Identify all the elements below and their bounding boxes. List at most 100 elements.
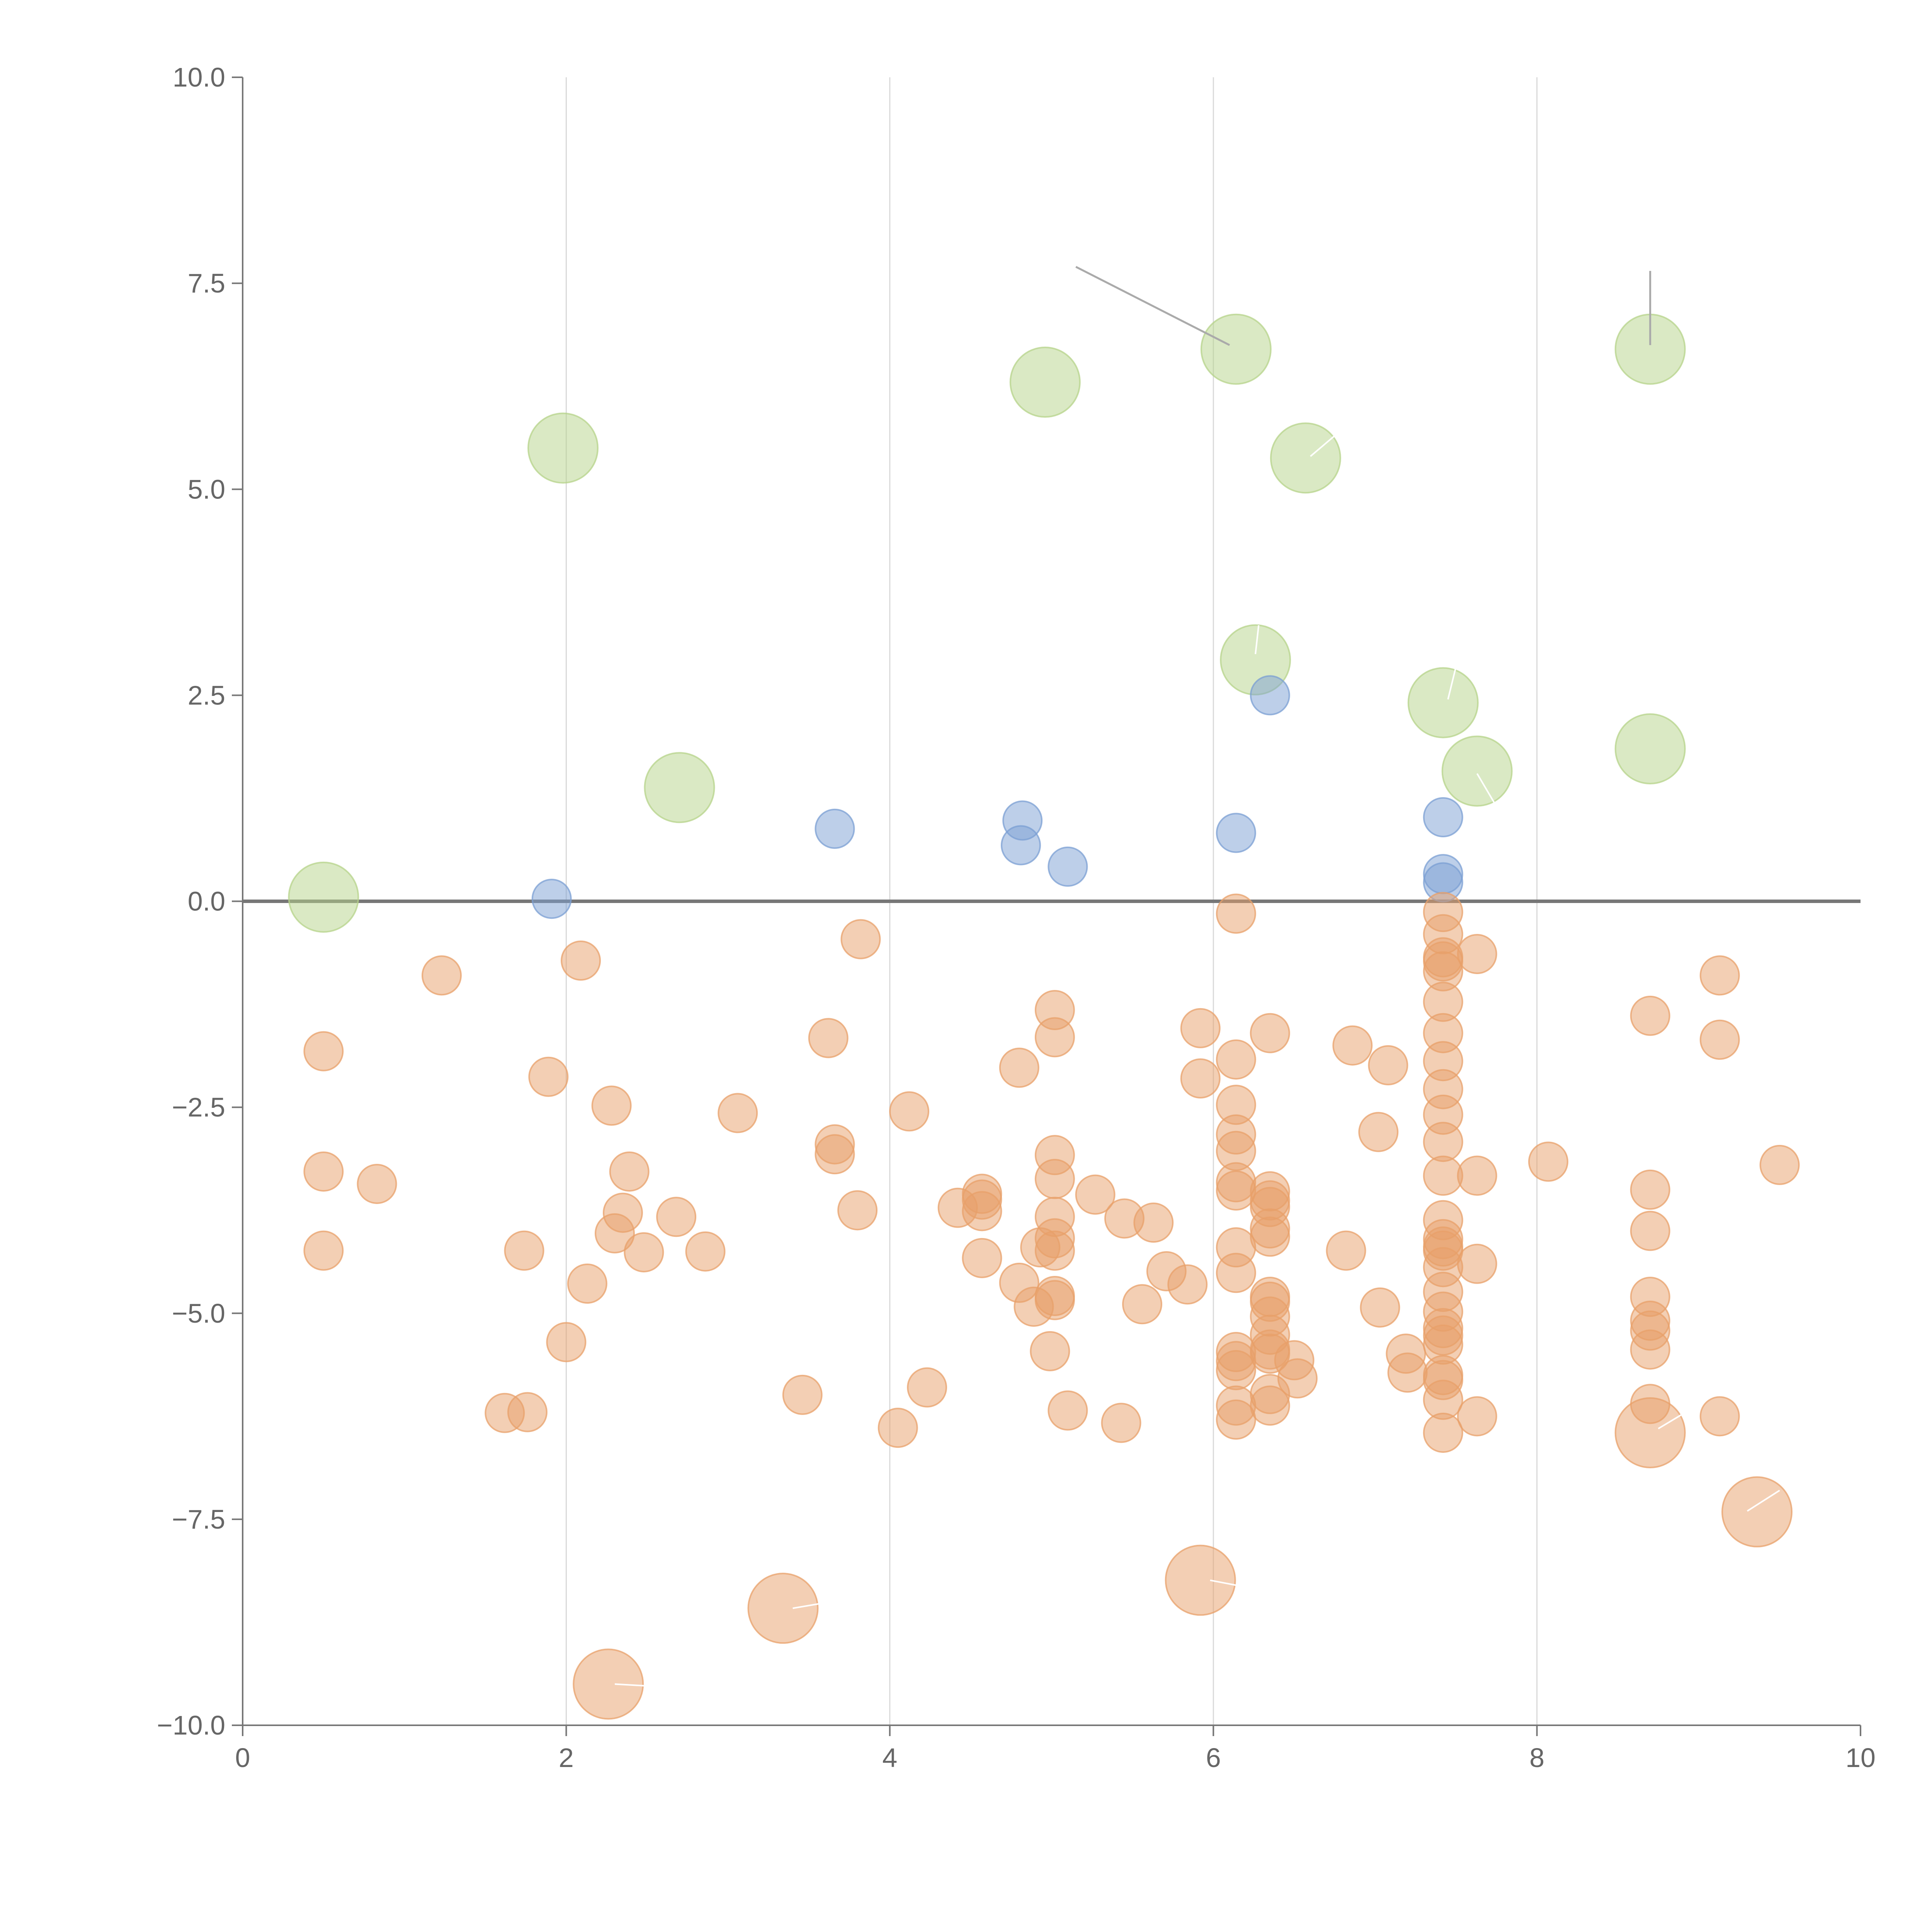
data-point-orange [1630,1211,1670,1251]
data-point-orange [1180,1008,1221,1048]
data-point-orange [1699,1019,1740,1060]
data-point-blue [1250,675,1290,716]
x-tick-label: 0 [235,1743,250,1773]
data-point-orange-large [747,1573,819,1644]
data-points [288,313,1800,1720]
data-point-orange [1387,1352,1428,1393]
data-point-orange [303,1230,344,1271]
data-point-orange [1216,1253,1256,1293]
data-point-orange [1457,1243,1497,1284]
data-point-green [288,861,359,933]
data-point-green [527,412,599,484]
data-point-blue [1423,797,1463,837]
data-point-orange [1216,1399,1256,1440]
data-point-green [1009,347,1081,418]
data-point-orange [1030,1331,1070,1371]
annotation-leader-line [793,1602,822,1609]
data-point-orange [1048,1390,1088,1431]
data-point-orange [1423,1122,1463,1162]
data-point-orange [1423,1155,1463,1196]
data-point-orange [1528,1141,1568,1182]
annotation-leader-line [1747,1490,1780,1512]
x-tick-label: 4 [882,1743,897,1773]
x-tick-label: 10 [1845,1743,1876,1773]
data-point-orange [528,1056,569,1097]
data-point-orange [878,1408,918,1448]
data-point-orange [1180,1058,1221,1099]
data-point-green [1614,713,1686,784]
data-point-orange-large [1614,1397,1686,1468]
annotation-leader-line [1447,666,1457,700]
data-point-orange [1122,1284,1162,1325]
y-tick-label: 10.0 [173,62,225,92]
annotation-leader-line [1476,773,1497,807]
data-point-orange [1250,1013,1290,1053]
data-point-orange [1457,934,1497,974]
data-point-orange [1034,1280,1075,1320]
data-point-orange [1457,1155,1497,1196]
y-tick-label: −10.0 [157,1710,225,1740]
data-point-blue [815,808,855,849]
data-point-orange [1216,893,1256,934]
data-point-orange [1250,1385,1290,1426]
data-point-orange [837,1190,878,1231]
data-point-orange [1332,1025,1373,1066]
data-point-orange [1216,1039,1256,1080]
data-point-orange [422,955,462,996]
data-point-orange [1358,1112,1399,1152]
data-point-orange-large [1721,1476,1793,1548]
data-point-orange [1075,1174,1116,1215]
y-tick-label: −5.0 [172,1298,225,1328]
axes: 10.0 7.5 5.0 2.5 0.0 −2.5 −5.0 −7.5 −10.0 0 2 4 6 8 10 [157,62,1876,1773]
data-point-orange [303,1031,344,1071]
data-point-orange [1457,1396,1497,1437]
data-point-orange [962,1238,1002,1278]
data-point-orange [591,1085,632,1126]
data-point-orange [1250,1216,1290,1257]
data-point-orange [1167,1264,1208,1305]
data-point-orange [1216,1350,1256,1390]
data-point-orange [1133,1202,1174,1243]
data-point-green [644,752,715,823]
data-point-orange [782,1374,823,1415]
data-point-green [1407,667,1479,738]
data-point-blue [1216,813,1256,853]
y-tick-label: 5.0 [188,474,225,504]
data-point-orange [1368,1045,1408,1085]
data-point-orange [567,1263,607,1304]
data-point-orange [1699,955,1740,996]
data-point-orange [357,1163,397,1204]
x-tick-label: 8 [1529,1743,1544,1773]
data-point-orange-large [573,1648,644,1720]
data-point-orange [561,940,601,981]
data-point-orange [685,1231,726,1272]
data-point-orange [624,1232,664,1272]
x-tick-label: 6 [1206,1743,1221,1773]
data-point-green [1441,735,1513,807]
annotation-leader-line [1255,625,1260,654]
data-point-orange [1360,1287,1400,1328]
data-point-orange [815,1134,855,1175]
data-point-orange [1034,1159,1075,1199]
y-tick-label: −7.5 [172,1504,225,1534]
x-tick-label: 2 [559,1743,574,1773]
data-point-orange [840,919,881,959]
annotation-leader-line [1075,266,1230,346]
data-point-orange [1699,1396,1740,1437]
annotation-leader-line [1310,435,1335,457]
data-point-orange [507,1392,548,1432]
annotation-leader-line [1658,1411,1686,1430]
y-tick-label: 0.0 [188,886,225,917]
data-point-orange [1034,1230,1075,1271]
data-point-orange [1759,1145,1800,1185]
y-tick-label: 7.5 [188,268,225,298]
annotation-lines [614,266,1780,1687]
data-point-orange [1423,1412,1463,1453]
y-tick-label: −2.5 [172,1092,225,1122]
data-point-orange [999,1048,1039,1088]
data-point-orange [889,1091,930,1132]
data-point-blue [531,879,572,919]
annotation-leader-line [614,1683,644,1687]
data-point-orange [808,1018,849,1058]
data-point-orange [656,1197,697,1237]
